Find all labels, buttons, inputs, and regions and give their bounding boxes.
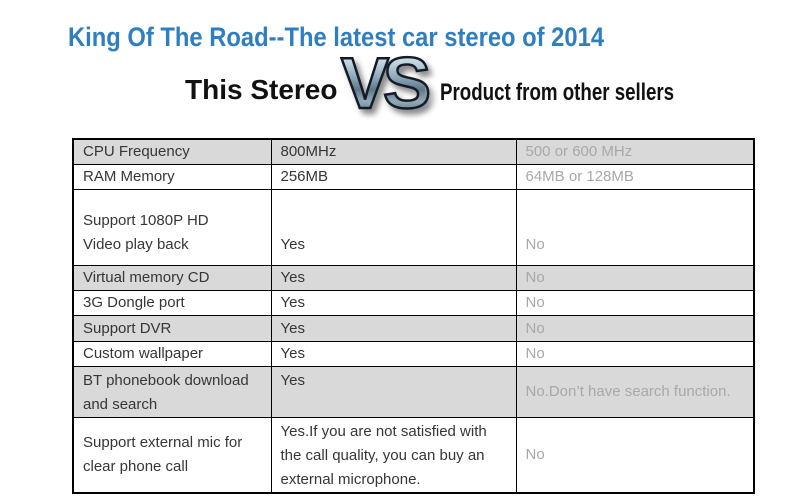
other-sellers-cell: No (515, 189, 755, 266)
other-sellers-cell: No (515, 417, 755, 494)
this-stereo-cell: Yes (270, 290, 517, 316)
this-stereo-cell: Yes (270, 189, 517, 266)
table-row: 3G Dongle port Yes No (72, 290, 755, 316)
table-row: Virtual memory CD Yes No (72, 265, 755, 291)
table-row: Custom wallpaper Yes No (72, 341, 755, 367)
table-row: RAM Memory 256MB 64MB or 128MB (72, 164, 755, 190)
feature-cell: CPU Frequency (72, 138, 272, 165)
this-stereo-cell: Yes (270, 341, 517, 367)
other-sellers-cell: No (515, 290, 755, 316)
vs-icon: VS (340, 44, 433, 124)
this-stereo-label: This Stereo (185, 74, 338, 105)
feature-cell: Custom wallpaper (72, 341, 272, 367)
this-stereo-cell: Yes (270, 265, 517, 291)
other-sellers-label: Product from other sellers (440, 79, 675, 106)
feature-cell: BT phonebook download and search (72, 366, 272, 418)
table-row: BT phonebook download and search Yes No.… (72, 366, 755, 418)
feature-cell: RAM Memory (72, 164, 272, 190)
table-row: Support 1080P HD Video play back Yes No (72, 189, 755, 266)
page-title: King Of The Road--The latest car stereo … (68, 22, 605, 52)
table-row: Support DVR Yes No (72, 315, 755, 342)
other-sellers-cell: 64MB or 128MB (515, 164, 755, 190)
comparison-table: CPU Frequency 800MHz 500 or 600 MHz RAM … (72, 138, 755, 494)
other-sellers-cell: No (515, 315, 755, 342)
other-sellers-cell: 500 or 600 MHz (515, 138, 755, 165)
this-stereo-cell: Yes (270, 315, 517, 342)
feature-cell: Virtual memory CD (72, 265, 272, 291)
this-stereo-cell: Yes.If you are not satisfied with the ca… (270, 417, 517, 494)
feature-cell: Support external mic for clear phone cal… (72, 417, 272, 494)
this-stereo-cell: 256MB (270, 164, 517, 190)
this-stereo-cell: Yes (270, 366, 517, 418)
other-sellers-cell: No.Don’t have search function. (515, 366, 755, 418)
feature-cell: Support DVR (72, 315, 272, 342)
other-sellers-cell: No (515, 341, 755, 367)
feature-cell: 3G Dongle port (72, 290, 272, 316)
table-row: Support external mic for clear phone cal… (72, 417, 755, 494)
feature-cell: Support 1080P HD Video play back (72, 189, 272, 266)
table-row: CPU Frequency 800MHz 500 or 600 MHz (72, 138, 755, 165)
other-sellers-cell: No (515, 265, 755, 291)
this-stereo-cell: 800MHz (270, 138, 517, 165)
